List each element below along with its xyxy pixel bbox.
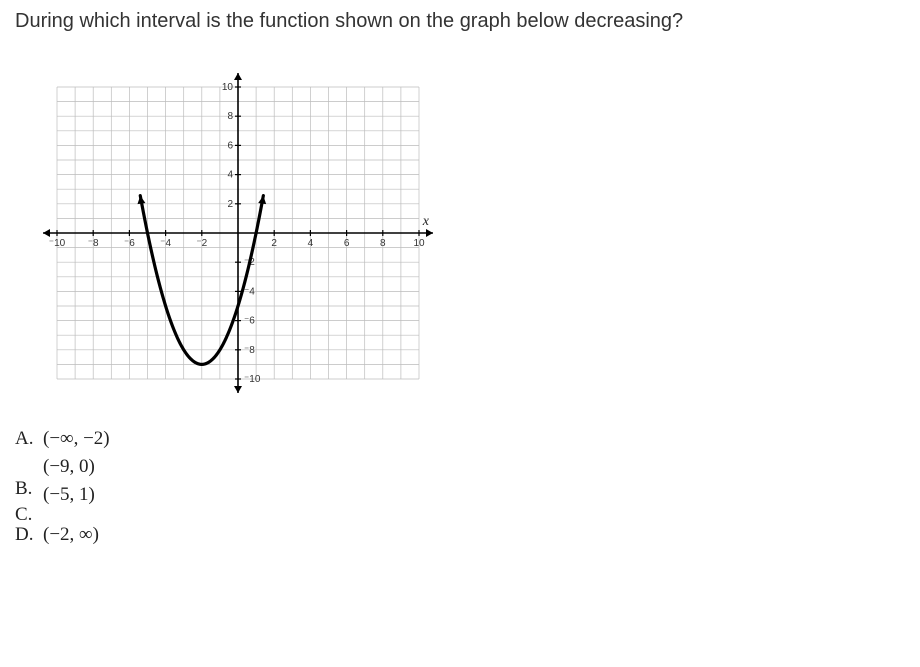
- svg-text:8: 8: [380, 238, 386, 249]
- svg-text:6: 6: [227, 140, 233, 151]
- svg-text:10: 10: [413, 238, 425, 249]
- svg-text:⁻6: ⁻6: [124, 238, 135, 249]
- svg-text:⁻6: ⁻6: [244, 316, 255, 327]
- svg-text:⁻10: ⁻10: [49, 238, 66, 249]
- choice-letter: D.: [15, 524, 43, 546]
- choice-letter[interactable]: C.: [15, 504, 32, 526]
- choice-letter: A.: [15, 428, 43, 450]
- choice-letter[interactable]: B.: [15, 478, 32, 500]
- svg-text:⁻4: ⁻4: [160, 238, 171, 249]
- svg-text:2: 2: [227, 199, 233, 210]
- svg-text:10: 10: [222, 82, 234, 93]
- svg-text:6: 6: [344, 238, 350, 249]
- svg-text:8: 8: [227, 111, 233, 122]
- svg-text:⁻8: ⁻8: [244, 345, 255, 356]
- graph-container: ⁻10⁻8⁻6⁻4⁻2246810108642⁻2⁻4⁻6⁻8⁻10x: [43, 73, 905, 398]
- choice-expr: (−∞, −2): [43, 428, 110, 450]
- choice-expr: (−5, 1): [43, 484, 95, 506]
- svg-text:x: x: [422, 214, 430, 229]
- svg-text:4: 4: [227, 170, 233, 181]
- choice-expr: (−9, 0): [43, 456, 95, 478]
- answer-choices: A. (−∞, −2) (−9, 0) B. (−5, 1) C. D. (−2…: [15, 428, 905, 546]
- choice-expr: (−2, ∞): [43, 524, 99, 546]
- parabola-graph: ⁻10⁻8⁻6⁻4⁻2246810108642⁻2⁻4⁻6⁻8⁻10x: [43, 73, 433, 393]
- svg-text:4: 4: [308, 238, 314, 249]
- svg-text:⁻10: ⁻10: [244, 374, 261, 385]
- svg-text:⁻2: ⁻2: [196, 238, 207, 249]
- choice-d[interactable]: D. (−2, ∞): [15, 524, 905, 546]
- svg-text:⁻4: ⁻4: [244, 286, 255, 297]
- choice-a[interactable]: A. (−∞, −2): [15, 428, 905, 450]
- svg-text:⁻8: ⁻8: [88, 238, 99, 249]
- question-text: During which interval is the function sh…: [15, 10, 905, 33]
- svg-text:2: 2: [271, 238, 277, 249]
